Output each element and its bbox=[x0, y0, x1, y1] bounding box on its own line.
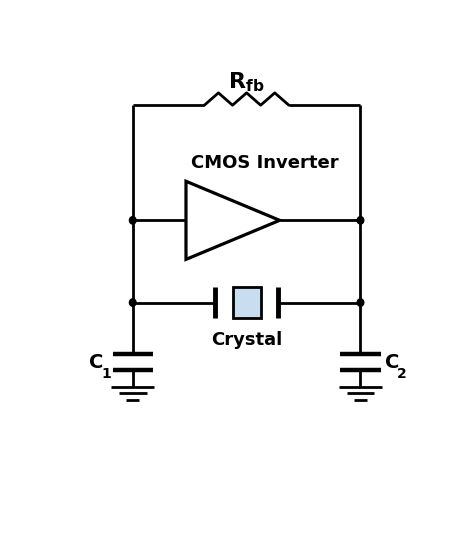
Text: $\mathbf{1}$: $\mathbf{1}$ bbox=[100, 367, 111, 381]
Bar bbox=[233, 287, 261, 318]
Text: $\mathbf{2}$: $\mathbf{2}$ bbox=[396, 367, 407, 381]
Text: CMOS Inverter: CMOS Inverter bbox=[191, 154, 339, 172]
Text: $\mathbf{R}_{\mathbf{fb}}$: $\mathbf{R}_{\mathbf{fb}}$ bbox=[228, 71, 265, 95]
Circle shape bbox=[129, 299, 136, 307]
Circle shape bbox=[357, 217, 364, 224]
Circle shape bbox=[129, 217, 136, 224]
Circle shape bbox=[357, 299, 364, 307]
Text: Crystal: Crystal bbox=[211, 331, 282, 349]
Text: $\mathbf{C}$: $\mathbf{C}$ bbox=[89, 352, 103, 372]
Text: $\mathbf{C}$: $\mathbf{C}$ bbox=[384, 352, 399, 372]
